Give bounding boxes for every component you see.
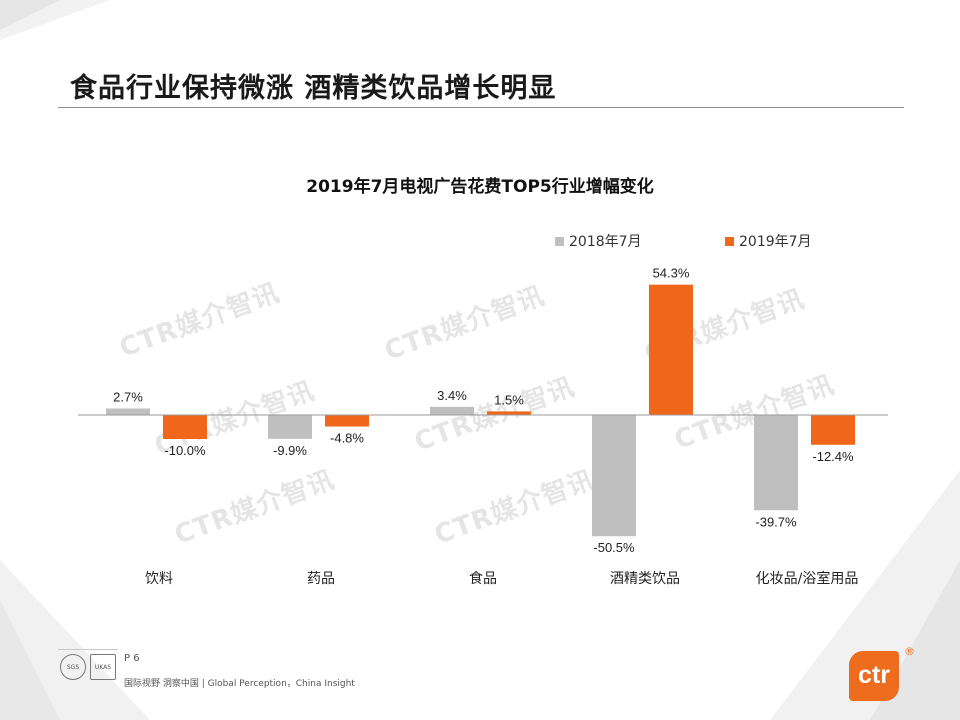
bar-2018: [430, 406, 474, 415]
sgs-badge: SGS: [60, 654, 86, 680]
bar-2019: [649, 284, 693, 415]
bar-2019: [487, 411, 531, 415]
category-label: 化妆品/浴室用品: [756, 570, 859, 587]
category-label: 酒精类饮品: [610, 571, 680, 587]
bar-2019: [811, 415, 855, 445]
data-label: -4.8%: [330, 431, 364, 446]
certification-badges: SGS UKAS: [60, 654, 120, 680]
legend-swatch-2018: [555, 236, 564, 246]
registered-mark: ®: [904, 645, 915, 658]
data-label: -10.0%: [164, 443, 206, 458]
bar-2018: [592, 415, 636, 537]
category-label: 食品: [469, 570, 497, 587]
slide-title: 食品行业保持微涨 酒精类饮品增长明显: [70, 73, 557, 104]
bar-2019: [325, 415, 369, 427]
legend-label-2019: 2019年7月: [739, 234, 812, 250]
title-divider: [58, 107, 904, 108]
legend-label-2018: 2018年7月: [569, 234, 642, 250]
ctr-logo: ctr: [849, 651, 899, 701]
bar-2019: [163, 415, 207, 439]
category-label: 药品: [307, 571, 335, 587]
data-label: -12.4%: [812, 449, 854, 464]
bar-2018: [754, 415, 798, 511]
bar-2018: [268, 415, 312, 439]
legend-swatch-2019: [725, 236, 734, 246]
page-number: P 6: [124, 653, 140, 664]
data-label: 3.4%: [437, 388, 467, 403]
category-label: 饮料: [145, 571, 173, 587]
legend-item-2018: 2018年7月: [555, 231, 642, 251]
data-label: 54.3%: [653, 266, 690, 281]
bar-2018: [106, 408, 150, 415]
ukas-badge: UKAS: [90, 654, 116, 680]
bar-chart: 2.7% -10.0% 饮料 -9.9% -4.8% 药品 3.4% 1.5% 食品 -50.5%…: [78, 266, 888, 587]
legend-item-2019: 2019年7月: [725, 231, 812, 251]
data-label: 2.7%: [113, 390, 143, 405]
data-label: -9.9%: [273, 443, 307, 458]
data-label: -50.5%: [593, 540, 635, 555]
data-label: 1.5%: [494, 392, 524, 407]
footer-divider: [58, 649, 118, 650]
chart-title: 2019年7月电视广告花费TOP5行业增幅变化: [306, 177, 654, 197]
footer-tagline: 国际视野 洞察中国 | Global Perception，China Insi…: [124, 679, 355, 689]
data-label: -39.7%: [755, 514, 797, 529]
